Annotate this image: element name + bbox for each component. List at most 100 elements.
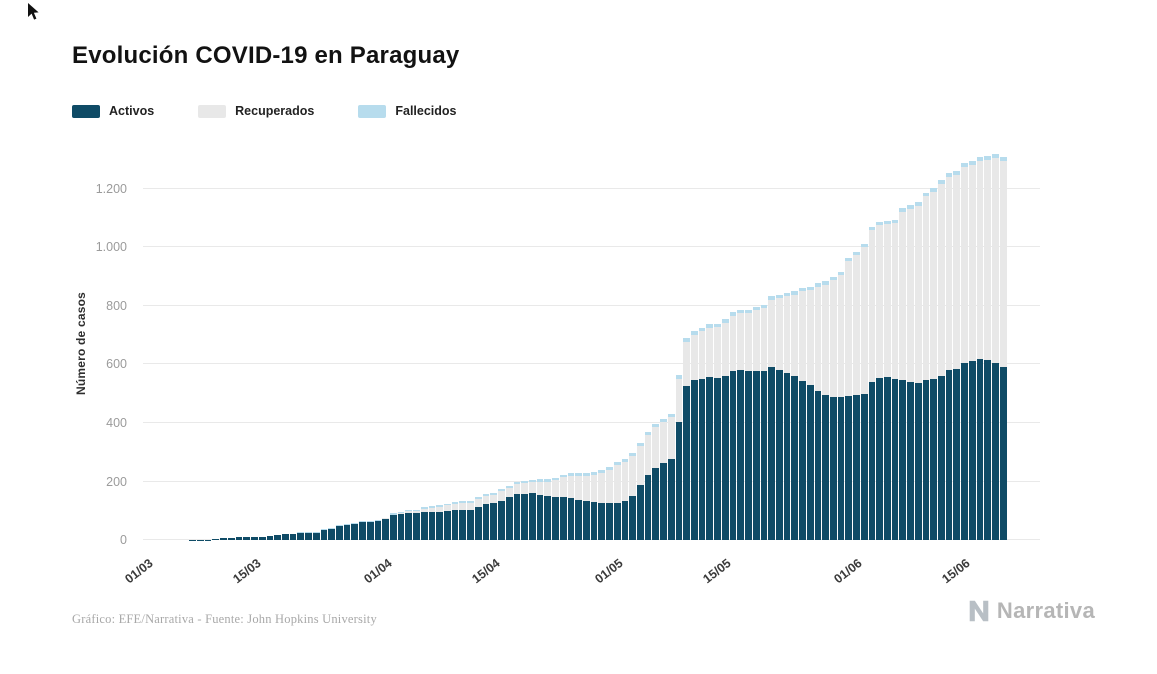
bar-04/06: [876, 222, 883, 540]
bar-12/04: [467, 500, 474, 540]
segment-fallecidos: [876, 222, 883, 226]
segment-recuperados: [845, 261, 853, 396]
segment-activos: [305, 532, 312, 540]
segment-fallecidos: [536, 479, 544, 482]
segment-recuperados: [999, 160, 1007, 367]
plot-area: [143, 148, 1040, 540]
gridline: [143, 363, 1040, 365]
bar-02/04: [390, 513, 397, 540]
segment-fallecidos: [320, 529, 328, 531]
segment-fallecidos: [667, 413, 675, 417]
bar-14/04: [482, 493, 490, 540]
y-tick-label: 200: [106, 474, 127, 489]
segment-fallecidos: [297, 532, 305, 533]
segment-recuperados: [637, 445, 644, 486]
segment-recuperados: [829, 279, 837, 397]
segment-activos: [559, 497, 567, 540]
segment-recuperados: [953, 174, 961, 369]
bar-11/03: [220, 538, 227, 540]
segment-recuperados: [405, 511, 413, 513]
mouse-cursor-icon: [28, 3, 39, 20]
segment-recuperados: [783, 295, 791, 374]
segment-fallecidos: [343, 523, 351, 525]
x-tick-label-15-06: 15/06: [938, 556, 973, 587]
segment-activos: [721, 375, 729, 540]
bar-10/03: [212, 538, 220, 540]
segment-activos: [528, 493, 536, 540]
segment-activos: [413, 513, 420, 540]
bar-03/06: [868, 227, 876, 540]
segment-fallecidos: [606, 467, 613, 471]
segment-fallecidos: [999, 156, 1007, 161]
bar-19/03: [281, 533, 289, 540]
legend-item-recuperados: Recuperados: [198, 104, 314, 118]
bar-09/05: [675, 375, 683, 540]
segment-recuperados: [451, 504, 459, 511]
x-tick-label-01-06: 01/06: [831, 556, 865, 587]
bar-17/03: [266, 535, 274, 540]
segment-fallecidos: [459, 501, 467, 503]
segment-recuperados: [490, 494, 498, 504]
segment-fallecidos: [559, 474, 567, 478]
page-title: Evolución COVID-19 en Paraguay: [72, 42, 460, 69]
bar-17/04: [505, 485, 513, 540]
segment-fallecidos: [436, 505, 444, 507]
bar-03/05: [629, 453, 636, 540]
segment-fallecidos: [891, 219, 899, 224]
segment-recuperados: [544, 481, 552, 497]
segment-fallecidos: [829, 276, 837, 280]
segment-recuperados: [552, 480, 559, 497]
segment-activos: [706, 376, 714, 540]
segment-recuperados: [428, 508, 436, 512]
bar-04/04: [405, 509, 413, 540]
segment-activos: [806, 384, 814, 540]
segment-fallecidos: [413, 509, 420, 512]
segment-activos: [953, 368, 961, 540]
segment-recuperados: [420, 508, 428, 513]
segment-activos: [459, 509, 467, 540]
segment-recuperados: [482, 495, 490, 504]
segment-recuperados: [629, 456, 636, 497]
segment-recuperados: [737, 313, 745, 371]
segment-recuperados: [714, 326, 721, 378]
x-tick-label-15-05: 15/05: [700, 556, 734, 587]
segment-recuperados: [667, 416, 675, 460]
segment-fallecidos: [428, 506, 436, 509]
segment-activos: [930, 378, 938, 540]
segment-fallecidos: [637, 442, 644, 446]
segment-recuperados: [914, 205, 922, 383]
segment-activos: [521, 493, 528, 540]
segment-activos: [390, 515, 397, 540]
segment-fallecidos: [420, 506, 428, 509]
bar-18/03: [274, 534, 281, 540]
segment-activos: [783, 373, 791, 540]
segment-fallecidos: [513, 481, 521, 485]
segment-fallecidos: [884, 221, 891, 225]
bar-19/05: [752, 307, 760, 540]
segment-activos: [552, 496, 559, 540]
bar-16/03: [258, 536, 266, 540]
x-tick-label-01-03: 01/03: [122, 556, 156, 587]
bar-07/06: [899, 208, 907, 540]
segment-fallecidos: [984, 155, 992, 160]
segment-fallecidos: [567, 473, 575, 476]
segment-fallecidos: [521, 480, 528, 484]
segment-recuperados: [582, 475, 590, 502]
segment-recuperados: [559, 477, 567, 497]
bar-30/04: [606, 467, 613, 540]
segment-fallecidos: [382, 517, 389, 519]
bar-15/05: [721, 319, 729, 540]
segment-activos: [829, 396, 837, 540]
segment-activos: [328, 528, 335, 540]
legend-item-fallecidos: Fallecidos: [358, 104, 457, 118]
bar-06/06: [891, 219, 899, 540]
bar-24/05: [791, 291, 799, 540]
segment-activos: [968, 360, 976, 540]
segment-activos: [961, 363, 968, 540]
bar-23/04: [552, 477, 559, 540]
bar-23/03: [312, 532, 320, 540]
segment-activos: [876, 377, 883, 540]
segment-activos: [343, 524, 351, 540]
legend-swatch-activos-icon: [72, 104, 100, 118]
segment-fallecidos: [899, 208, 907, 212]
